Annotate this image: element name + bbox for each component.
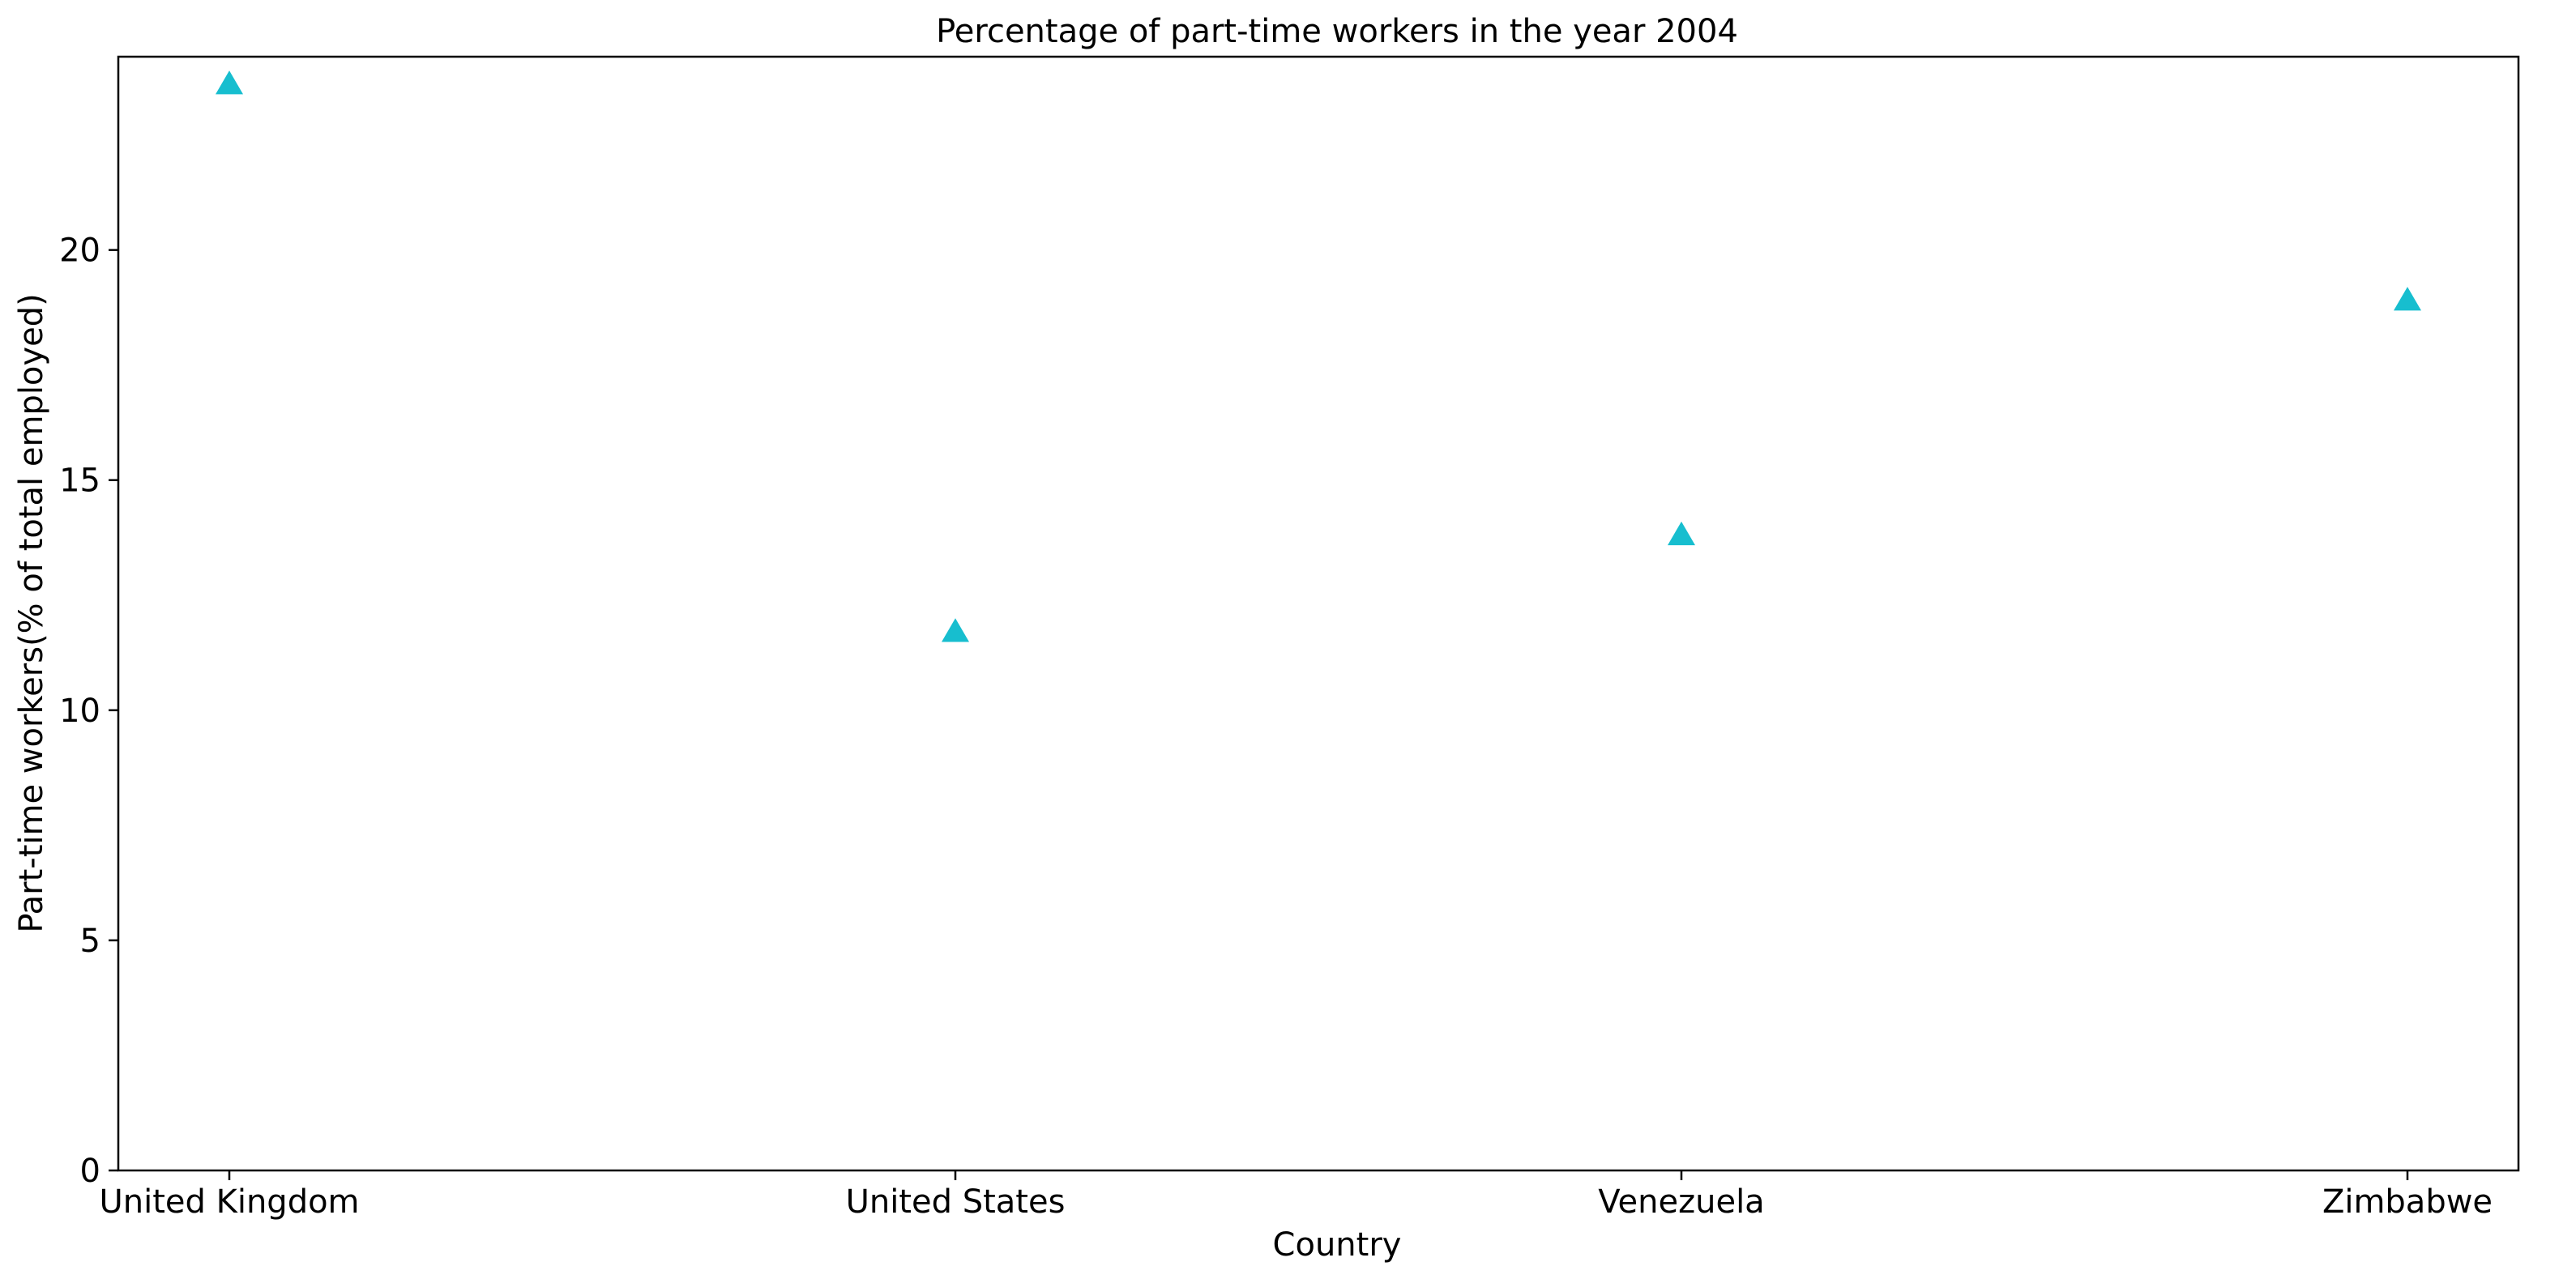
x-tick-label: United Kingdom (99, 1183, 359, 1221)
y-axis-label: Part-time workers(% of total employed) (13, 293, 50, 932)
x-tick-label: Venezuela (1598, 1183, 1764, 1221)
data-point-venezuela (1668, 521, 1695, 546)
data-point-united-states (942, 618, 969, 642)
x-tick-label: United States (846, 1183, 1066, 1221)
y-tick-label: 15 (59, 463, 100, 500)
x-tick-label: Zimbabwe (2322, 1183, 2493, 1221)
chart-title: Percentage of part-time workers in the y… (936, 13, 1738, 50)
x-axis-label: Country (1273, 1226, 1402, 1264)
y-tick-label: 0 (80, 1153, 100, 1190)
y-tick-label: 20 (59, 232, 100, 270)
data-point-united-kingdom (216, 70, 243, 95)
y-tick-label: 5 (80, 923, 100, 960)
y-tick-label: 10 (59, 693, 100, 730)
x-axis: United Kingdom United States Venezuela Zimb… (99, 1170, 2493, 1221)
y-axis: 0 5 10 15 20 (59, 232, 118, 1190)
plot-area-frame (117, 55, 2520, 1172)
data-points (216, 70, 2421, 642)
data-point-zimbabwe (2394, 287, 2421, 311)
